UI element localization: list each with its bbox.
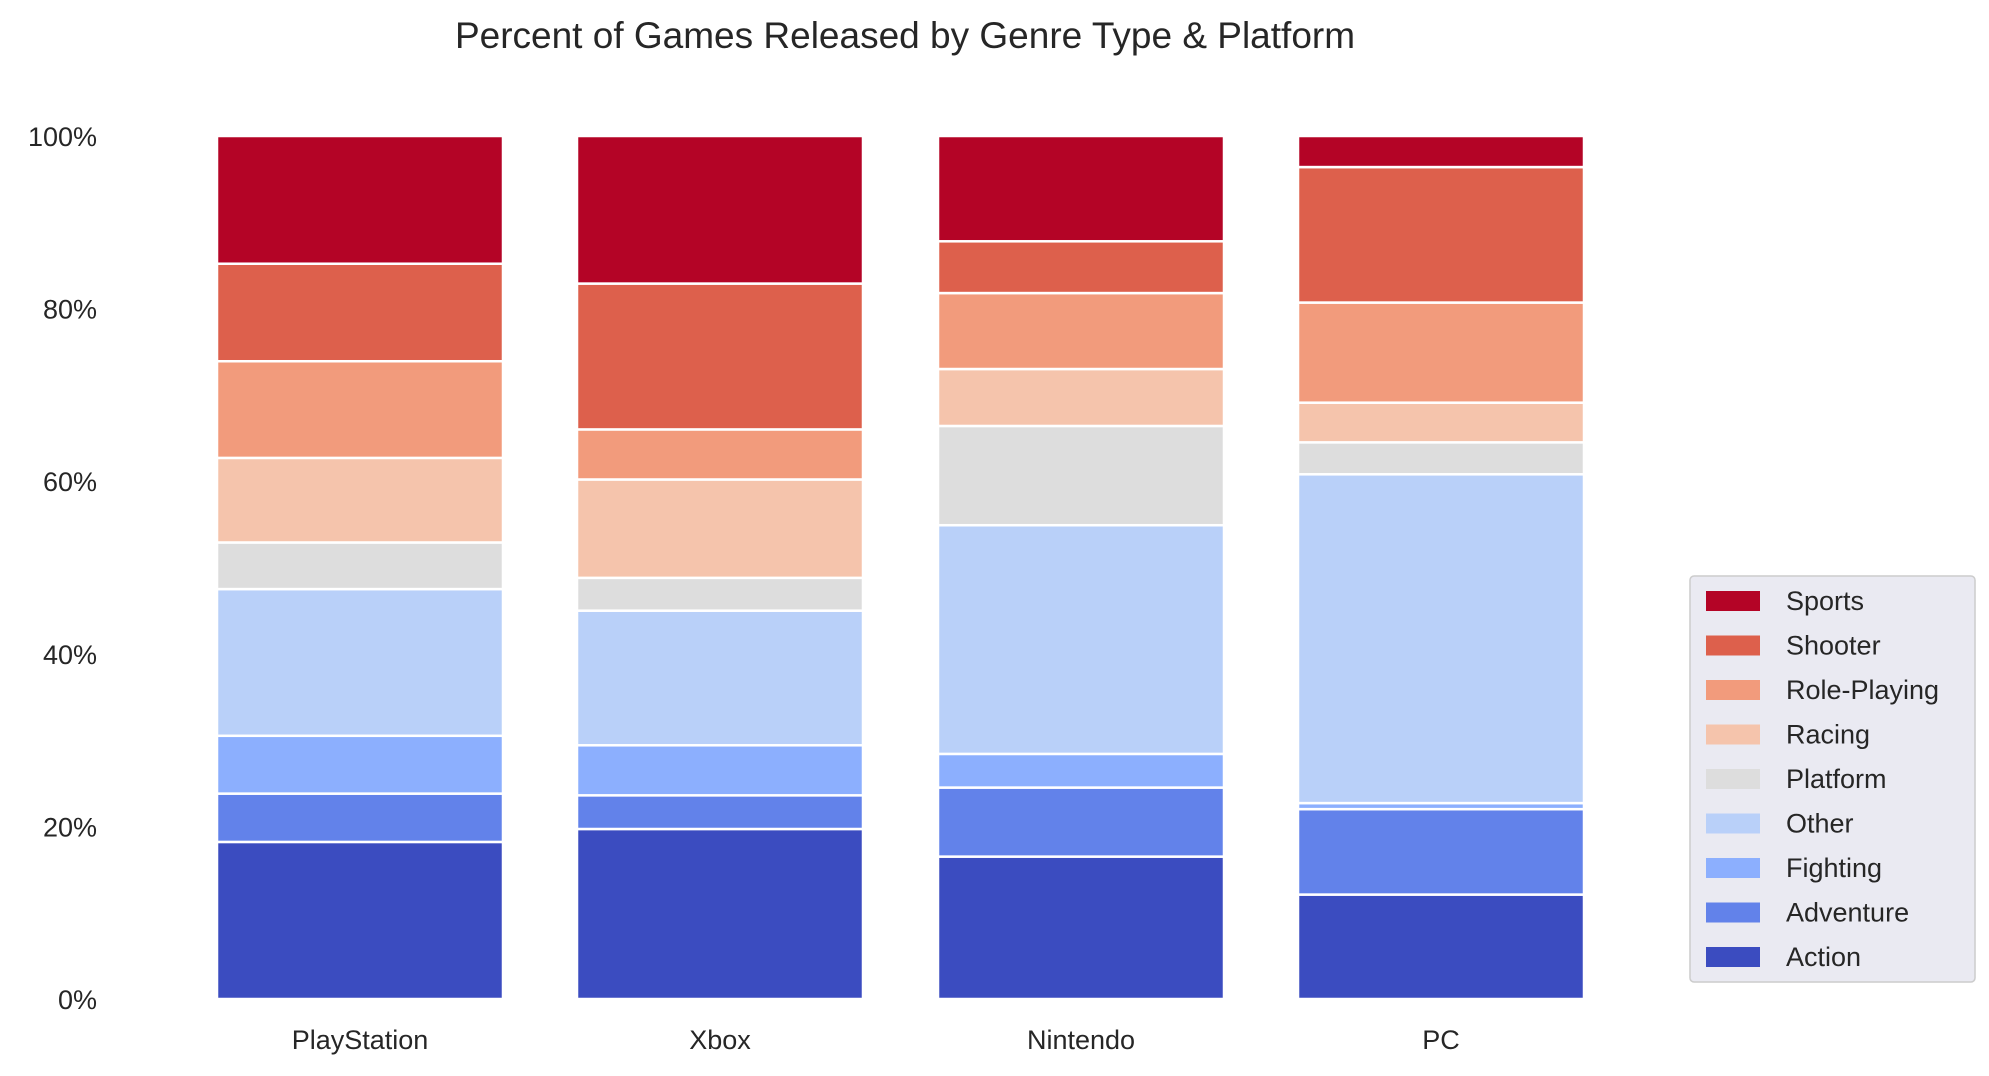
legend-swatch-sports — [1706, 591, 1760, 611]
legend-label-shooter: Shooter — [1786, 631, 1881, 661]
y-tick-label: 80% — [43, 295, 97, 325]
x-axis-ticks: PlayStation Xbox Nintendo PC — [292, 1025, 1460, 1055]
y-tick-label: 40% — [43, 640, 97, 670]
bar-playstation-fighting — [215, 734, 505, 795]
legend-swatch-fighting — [1706, 858, 1760, 878]
legend-label-racing: Racing — [1786, 720, 1870, 750]
bar-pc-action — [1296, 893, 1586, 1001]
bar-nintendo-role-playing — [936, 291, 1226, 371]
bar-playstation-other — [215, 587, 505, 738]
bar-playstation-adventure — [215, 792, 505, 844]
bars-layer — [215, 134, 1586, 1001]
bar-xbox-platform — [575, 576, 865, 612]
bar-pc-platform — [1296, 441, 1586, 476]
legend-label-action: Action — [1786, 942, 1861, 972]
legend-swatch-racing — [1706, 724, 1760, 745]
y-axis-ticks: 0% 20% 40% 60% 80% 100% — [28, 122, 97, 1015]
bar-pc-role-playing — [1296, 301, 1586, 404]
legend-label-role-playing: Role-Playing — [1786, 675, 1939, 705]
legend-swatch-action — [1706, 947, 1760, 967]
x-tick-label-playstation: PlayStation — [292, 1025, 429, 1055]
bar-pc-shooter — [1296, 165, 1586, 304]
legend-label-fighting: Fighting — [1786, 853, 1882, 883]
bar-playstation-racing — [215, 456, 505, 544]
legend-label-sports: Sports — [1786, 586, 1864, 616]
bar-nintendo-fighting — [936, 752, 1226, 789]
bar-pc-racing — [1296, 401, 1586, 444]
bar-xbox-adventure — [575, 794, 865, 831]
bar-xbox-other — [575, 609, 865, 747]
bar-nintendo-racing — [936, 367, 1226, 428]
bar-xbox-racing — [575, 478, 865, 580]
y-tick-label: 100% — [28, 122, 97, 152]
x-tick-label-nintendo: Nintendo — [1027, 1025, 1135, 1055]
bar-pc-other — [1296, 473, 1586, 805]
legend-swatch-adventure — [1706, 902, 1760, 923]
x-tick-label-pc: PC — [1422, 1025, 1460, 1055]
bar-pc-sports — [1296, 134, 1586, 169]
legend-swatch-shooter — [1706, 635, 1760, 656]
bar-xbox-fighting — [575, 744, 865, 797]
bar-xbox-sports — [575, 134, 865, 285]
y-tick-label: 0% — [58, 985, 97, 1015]
bar-xbox-action — [575, 827, 865, 1001]
legend-swatch-platform — [1706, 769, 1760, 789]
legend: Sports Shooter Role-Playing Racing Platform O… — [1689, 575, 1976, 983]
bar-nintendo-adventure — [936, 786, 1226, 858]
bar-xbox-role-playing — [575, 428, 865, 481]
legend-label-other: Other — [1786, 809, 1854, 839]
bar-nintendo-action — [936, 855, 1226, 1001]
legend-swatch-role-playing — [1706, 680, 1760, 700]
bar-playstation-sports — [215, 134, 505, 265]
bar-nintendo-shooter — [936, 240, 1226, 295]
legend-swatch-other — [1706, 813, 1760, 834]
bar-playstation-shooter — [215, 262, 505, 363]
x-tick-label-xbox: Xbox — [689, 1025, 751, 1055]
bar-nintendo-platform — [936, 424, 1226, 527]
bar-nintendo-other — [936, 523, 1226, 756]
bar-playstation-role-playing — [215, 359, 505, 460]
bar-nintendo-sports — [936, 134, 1226, 243]
legend-box — [1689, 575, 1976, 983]
bar-xbox-shooter — [575, 282, 865, 431]
legend-label-platform: Platform — [1786, 764, 1887, 794]
y-tick-label: 20% — [43, 812, 97, 842]
y-tick-label: 60% — [43, 467, 97, 497]
bar-playstation-action — [215, 840, 505, 1001]
legend-label-adventure: Adventure — [1786, 898, 1909, 928]
chart-title: Percent of Games Released by Genre Type … — [455, 15, 1355, 56]
bar-pc-adventure — [1296, 807, 1586, 896]
bar-playstation-platform — [215, 541, 505, 591]
